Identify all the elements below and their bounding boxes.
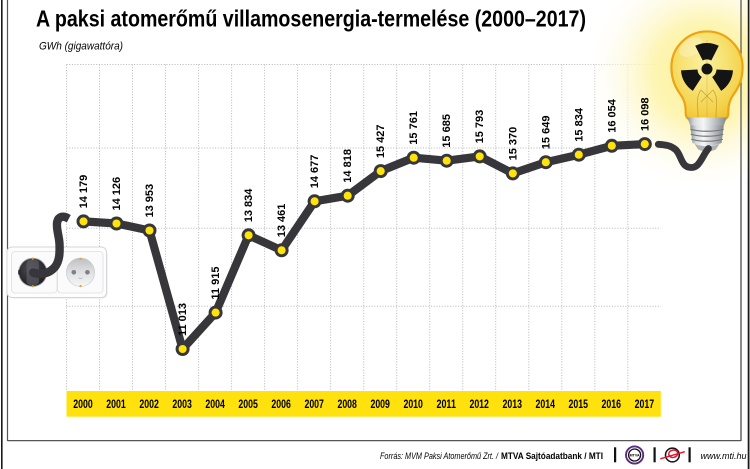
svg-text:MTVA Sajtóadatbank / MTI: MTVA Sajtóadatbank / MTI [501,451,603,462]
svg-text:2004: 2004 [205,399,225,411]
svg-text:15 685: 15 685 [441,114,453,148]
svg-text:2011: 2011 [436,399,456,411]
svg-text:15 834: 15 834 [573,107,585,142]
svg-text:13 953: 13 953 [144,184,156,218]
svg-text:15 761: 15 761 [408,111,420,145]
svg-text:14 179: 14 179 [78,175,90,209]
svg-text:13 834: 13 834 [243,188,255,223]
svg-text:2014: 2014 [536,399,556,411]
svg-text:16 098: 16 098 [639,97,651,131]
svg-text:14 818: 14 818 [342,149,354,183]
svg-text:2009: 2009 [370,399,390,411]
svg-text:2000: 2000 [73,399,93,411]
svg-text:15 649: 15 649 [540,116,552,150]
svg-text:2008: 2008 [337,399,357,411]
svg-text:15 370: 15 370 [507,127,519,161]
svg-text:2007: 2007 [304,399,324,411]
svg-text:14 126: 14 126 [111,177,123,211]
svg-text:14 677: 14 677 [309,155,321,189]
svg-text:15 793: 15 793 [474,110,486,144]
svg-text:2001: 2001 [106,399,126,411]
svg-text:2016: 2016 [602,399,622,411]
svg-text:2013: 2013 [503,399,523,411]
svg-text:15 427: 15 427 [375,124,387,158]
svg-text:2017: 2017 [635,399,655,411]
svg-text:2015: 2015 [569,399,589,411]
svg-text:2002: 2002 [139,399,159,411]
svg-text:2005: 2005 [238,399,258,411]
svg-text:2012: 2012 [469,399,489,411]
svg-text:MTVA: MTVA [630,453,640,457]
svg-text:2006: 2006 [271,399,291,411]
svg-text:Forrás: MVM Paksi Atomerőmű Zr: Forrás: MVM Paksi Atomerőmű Zrt. / [380,451,499,462]
svg-text:2010: 2010 [403,399,423,411]
svg-text:13 461: 13 461 [276,204,288,238]
svg-text:www.mti.hu: www.mti.hu [701,451,747,461]
svg-text:A paksi atomerőmű villamosener: A paksi atomerőmű villamosenergia-termel… [36,6,586,32]
svg-text:11 013: 11 013 [177,303,189,336]
svg-text:2003: 2003 [172,399,192,411]
svg-text:GWh (gigawattóra): GWh (gigawattóra) [39,41,123,53]
svg-text:11 915: 11 915 [210,267,222,300]
svg-text:16 054: 16 054 [606,98,618,133]
